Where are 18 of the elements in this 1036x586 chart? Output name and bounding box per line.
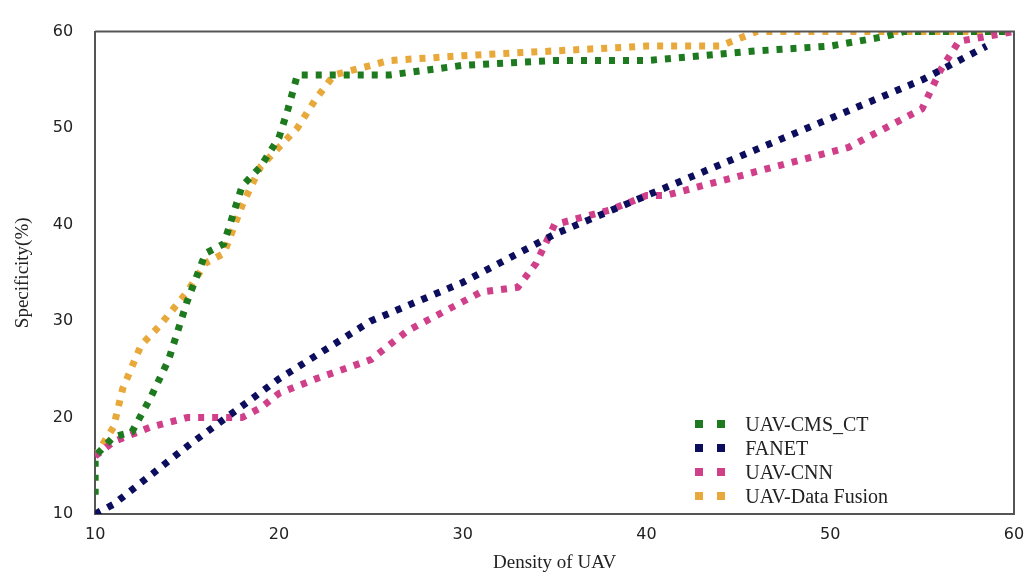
y-tick-label: 10	[52, 503, 74, 523]
y-tick-label: 50	[52, 117, 74, 137]
y-tick-label: 30	[52, 310, 74, 330]
x-tick-label: 20	[268, 523, 290, 543]
x-tick-label: 10	[84, 523, 106, 543]
x-axis-title: Density of UAV	[493, 550, 617, 572]
x-tick-label: 40	[636, 523, 657, 543]
y-tick-label: 20	[52, 406, 74, 426]
x-tick-label: 50	[820, 523, 841, 543]
x-tick-label: 60	[1003, 523, 1025, 543]
legend-label: UAV-CNN	[745, 460, 834, 484]
x-tick-label: 30	[452, 523, 473, 543]
y-tick-label: 40	[52, 213, 74, 233]
y-tick-label: 60	[52, 20, 74, 40]
y-axis-title: Specificity(%)	[11, 217, 34, 329]
legend-label: UAV-CMS_CT	[745, 412, 869, 436]
legend-label: FANET	[745, 436, 809, 460]
legend-label: UAV-Data Fusion	[745, 484, 888, 508]
